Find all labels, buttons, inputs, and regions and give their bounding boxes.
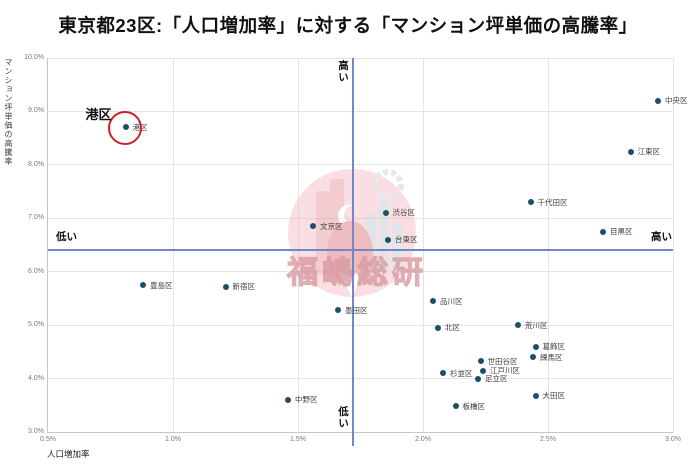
point-label: 北区 — [445, 323, 460, 333]
scatter-point — [532, 343, 539, 350]
y-tick-label: 9.0% — [28, 107, 44, 115]
scatter-point — [627, 148, 634, 155]
x-gridline — [422, 58, 424, 432]
point-label: 台東区 — [395, 235, 418, 245]
y-tick-label: 10.0% — [24, 54, 44, 61]
scatter-point — [600, 228, 606, 235]
scatter-point — [655, 97, 661, 104]
x-tick-label: 0.5% — [40, 436, 56, 443]
scatter-point — [285, 396, 291, 403]
crescent-icon — [338, 204, 360, 229]
scatter-point — [385, 236, 391, 243]
y-gridline — [48, 378, 673, 380]
point-label: 豊島区 — [150, 280, 173, 290]
y-tick-label: 3.0% — [28, 428, 44, 435]
point-label: 文京区 — [320, 221, 343, 231]
quadrant-label-top: 高い — [337, 60, 349, 83]
scatter-point — [527, 199, 534, 206]
point-label: 渋谷区 — [392, 208, 416, 218]
point-label: 新宿区 — [232, 282, 256, 292]
point-label: 杉並区 — [450, 368, 473, 378]
crosshair-vertical-line — [352, 58, 354, 446]
point-label: 品川区 — [440, 296, 463, 306]
scatter-point — [452, 403, 459, 410]
watermark-logo: 福嶋総研 — [285, 169, 427, 297]
y-tick-label: 4.0% — [28, 374, 44, 382]
highlight-annotation: 港区 — [85, 107, 112, 123]
y-tick-label: 8.0% — [28, 160, 44, 168]
scatter-point — [480, 367, 486, 374]
point-label: 練馬区 — [540, 352, 563, 362]
x-gridline — [297, 58, 299, 432]
point-label: 葛飾区 — [542, 342, 566, 351]
point-label: 目黒区 — [610, 227, 633, 237]
x-tick-label: 1.5% — [290, 436, 306, 443]
scatter-point — [310, 223, 316, 230]
scatter-point — [222, 283, 229, 290]
quadrant-label-right: 高い — [651, 231, 672, 243]
scatter-point — [335, 307, 341, 314]
point-label: 荒川区 — [525, 320, 548, 330]
y-axis-title: マンション坪単価の高騰率 — [4, 58, 13, 166]
point-label: 墨田区 — [345, 305, 368, 315]
y-gridline — [48, 164, 673, 166]
y-gridline — [48, 271, 673, 273]
point-label: 千代田区 — [537, 197, 568, 207]
x-gridline — [672, 58, 674, 432]
quadrant-label-left: 低い — [56, 231, 77, 243]
y-tick-label: 7.0% — [28, 214, 44, 222]
highlight-circle — [108, 110, 142, 145]
x-tick-label: 3.0% — [665, 436, 681, 443]
scatter-point — [532, 392, 539, 399]
x-axis-title: 人口増加率 — [47, 449, 90, 459]
quadrant-label-bottom: 低い — [337, 406, 349, 429]
scatter-point — [475, 375, 481, 382]
y-gridline — [48, 57, 673, 59]
scatter-point — [440, 370, 446, 377]
point-label: 世田谷区 — [487, 356, 518, 366]
gear-icon — [372, 169, 404, 201]
point-label: 板橋区 — [462, 401, 486, 411]
point-label: 江戸川区 — [490, 366, 520, 376]
watermark-text: 福嶋総研 — [286, 255, 427, 290]
y-gridline — [48, 110, 673, 112]
point-label: 足立区 — [485, 374, 508, 384]
x-gridline — [172, 58, 174, 432]
scatter-point — [435, 324, 441, 331]
scatter-point — [382, 209, 389, 216]
point-label: 大田区 — [542, 391, 566, 401]
y-gridline — [48, 324, 673, 326]
point-label: 中央区 — [665, 96, 688, 106]
x-gridline — [547, 58, 549, 432]
point-label: 中野区 — [295, 395, 318, 405]
y-tick-label: 5.0% — [28, 321, 44, 329]
chart-title: 東京都23区:「人口増加率」に対する「マンション坪単価の高騰率」 — [58, 15, 638, 36]
y-tick-label: 6.0% — [28, 267, 44, 275]
scatter-point — [530, 354, 536, 361]
scatter-point — [430, 298, 436, 305]
crosshair-horizontal-line — [48, 248, 673, 251]
x-tick-label: 2.5% — [540, 436, 556, 443]
x-tick-label: 2.0% — [415, 436, 431, 443]
scatter-point — [515, 322, 521, 329]
scatter-point — [477, 358, 484, 365]
plot-area: 高い 低い 低い 高い 10.0% 9.0% 8.0% 7.0% 6.0% 5.0% 4.0… — [24, 54, 688, 446]
y-gridline — [48, 217, 673, 219]
point-label: 江東区 — [637, 147, 661, 156]
scatter-point — [140, 282, 146, 289]
x-tick-label: 1.0% — [165, 436, 181, 443]
